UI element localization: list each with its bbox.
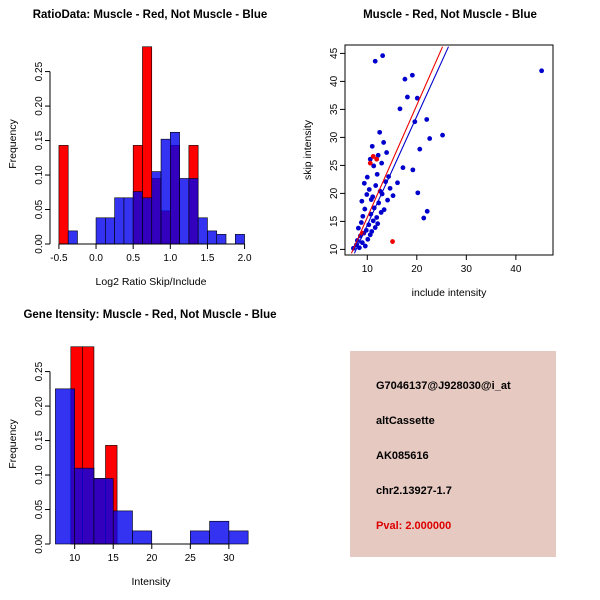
svg-text:10: 10 [329,243,340,255]
info-line: chr2.13927-1.7 [376,485,452,497]
svg-text:40: 40 [510,264,522,275]
svg-text:1.5: 1.5 [200,253,214,264]
intensity-scatter-chart: 10 20 30 40 10 15 20 25 30 35 40 45 include intensit… [302,44,554,299]
info-line: altCassette [376,415,435,427]
svg-text:30: 30 [223,553,235,564]
svg-text:Intensity: Intensity [131,576,171,588]
svg-text:0.25: 0.25 [34,61,45,81]
intensity-scatter-title: Muscle - Red, Not Muscle - Blue [363,9,537,21]
svg-text:skip intensity: skip intensity [302,119,314,180]
svg-text:2.0: 2.0 [238,253,252,264]
svg-text:25: 25 [329,159,340,171]
svg-text:20: 20 [146,553,158,564]
svg-text:20: 20 [411,264,423,275]
svg-text:45: 45 [329,47,340,59]
svg-text:1.0: 1.0 [163,253,177,264]
gene-intensity-histogram-panel: Gene Itensity: Muscle - Red, Not Muscle … [0,300,300,600]
svg-text:0.20: 0.20 [34,396,45,416]
svg-text:Log2 Ratio Skip/Include: Log2 Ratio Skip/Include [96,276,207,288]
svg-text:include intensity: include intensity [412,287,487,299]
svg-text:0.00: 0.00 [34,234,45,254]
intensity-scatter-panel: Muscle - Red, Not Muscle - Blue 10 20 30 40… [300,0,600,300]
svg-text:15: 15 [329,215,340,227]
ratio-histogram-title: RatioData: Muscle - Red, Not Muscle - Bl… [32,9,268,21]
svg-text:30: 30 [329,131,340,143]
svg-text:0.10: 0.10 [34,465,45,485]
svg-text:0.5: 0.5 [126,253,140,264]
svg-text:0.10: 0.10 [34,165,45,185]
svg-text:0.05: 0.05 [34,499,45,519]
info-line: AK085616 [376,450,429,462]
svg-text:40: 40 [329,75,340,87]
svg-text:10: 10 [362,264,374,275]
gene-info-box: G7046137@J928030@i_at altCassette AK085616… [350,351,556,557]
svg-text:30: 30 [461,264,473,275]
svg-text:0.25: 0.25 [34,361,45,381]
ratio-histogram-chart: -0.5 0.0 0.5 1.0 1.5 2.0 0.00 0.05 0.10 0.15 0.20 0… [7,46,252,288]
svg-text:0.15: 0.15 [34,130,45,150]
gene-intensity-histogram-chart: 10 15 20 25 30 0.00 0.05 0.10 0.15 0.20 0.25 Intens… [7,346,249,588]
info-line: Pval: 2.000000 [376,520,452,532]
svg-text:20: 20 [329,187,340,199]
gene-intensity-histogram-title: Gene Itensity: Muscle - Red, Not Muscle … [23,309,277,321]
ratio-histogram-panel: RatioData: Muscle - Red, Not Muscle - Bl… [0,0,300,300]
info-line: G7046137@J928030@i_at [376,380,511,392]
svg-text:-0.5: -0.5 [50,253,68,264]
svg-text:Frequency: Frequency [7,118,19,168]
svg-text:35: 35 [329,103,340,115]
svg-text:0.20: 0.20 [34,96,45,116]
svg-text:15: 15 [108,553,120,564]
svg-text:0.05: 0.05 [34,199,45,219]
svg-text:10: 10 [69,553,81,564]
svg-text:0.15: 0.15 [34,430,45,450]
svg-text:Frequency: Frequency [7,418,19,468]
svg-text:0.00: 0.00 [34,534,45,554]
svg-text:0.0: 0.0 [89,253,103,264]
svg-text:25: 25 [185,553,197,564]
